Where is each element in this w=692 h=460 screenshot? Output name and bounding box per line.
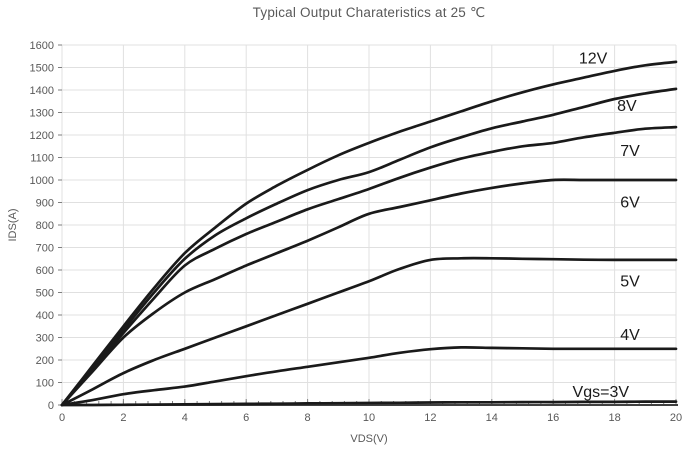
y-tick-label: 600 bbox=[36, 265, 54, 277]
curve-label-5v: 5V bbox=[620, 274, 640, 291]
y-tick-label: 400 bbox=[36, 310, 54, 322]
y-tick-label: 1000 bbox=[30, 175, 54, 187]
x-tick-label: 2 bbox=[120, 412, 126, 424]
curve-vgs-5v bbox=[60, 256, 678, 407]
curve-vgs-12v bbox=[60, 60, 678, 407]
y-tick-label: 300 bbox=[36, 333, 54, 345]
y-tick-label: 1300 bbox=[30, 108, 54, 120]
y-tick-label: 100 bbox=[36, 378, 54, 390]
curve-vgs-3v bbox=[60, 400, 678, 407]
x-tick-label: 12 bbox=[424, 412, 436, 424]
x-tick-label: 20 bbox=[670, 412, 682, 424]
y-axis-title: IDS(A) bbox=[7, 208, 19, 242]
chart-title: Typical Output Charateristics at 25 ℃ bbox=[252, 5, 486, 20]
x-tick-label: 4 bbox=[182, 412, 188, 424]
x-tick-label: 8 bbox=[305, 412, 311, 424]
curve-vgs-7v bbox=[60, 125, 678, 407]
y-tick-label: 800 bbox=[36, 220, 54, 232]
y-tick-label: 900 bbox=[36, 198, 54, 210]
x-tick-label: 6 bbox=[243, 412, 249, 424]
y-tick-label: 1200 bbox=[30, 130, 54, 142]
y-tick-label: 1100 bbox=[30, 153, 54, 165]
curve-vgs-6v bbox=[60, 178, 678, 407]
curve-vgs-4v bbox=[60, 346, 678, 407]
y-tick-label: 1400 bbox=[30, 85, 54, 97]
curve-label-7v: 7V bbox=[620, 143, 640, 160]
y-tick-label: 1500 bbox=[30, 63, 54, 75]
x-tick-label: 14 bbox=[486, 412, 498, 424]
x-tick-label: 16 bbox=[547, 412, 559, 424]
y-tick-label: 700 bbox=[36, 243, 54, 255]
curve-label-6v: 6V bbox=[620, 195, 640, 212]
curve-vgs-8v bbox=[60, 87, 678, 407]
curve-label-8v: 8V bbox=[617, 98, 637, 115]
y-tick-label: 200 bbox=[36, 355, 54, 367]
curve-label-12v: 12V bbox=[579, 51, 608, 68]
y-tick-label: 0 bbox=[48, 400, 54, 412]
x-tick-label: 18 bbox=[608, 412, 620, 424]
x-tick-label: 0 bbox=[59, 412, 65, 424]
y-tick-label: 1600 bbox=[30, 40, 54, 52]
y-tick-label: 500 bbox=[36, 288, 54, 300]
x-tick-label: 10 bbox=[363, 412, 375, 424]
curve-label-vgs-3v: Vgs=3V bbox=[573, 384, 630, 401]
x-axis-title: VDS(V) bbox=[350, 433, 388, 445]
curve-label-4v: 4V bbox=[620, 327, 640, 344]
